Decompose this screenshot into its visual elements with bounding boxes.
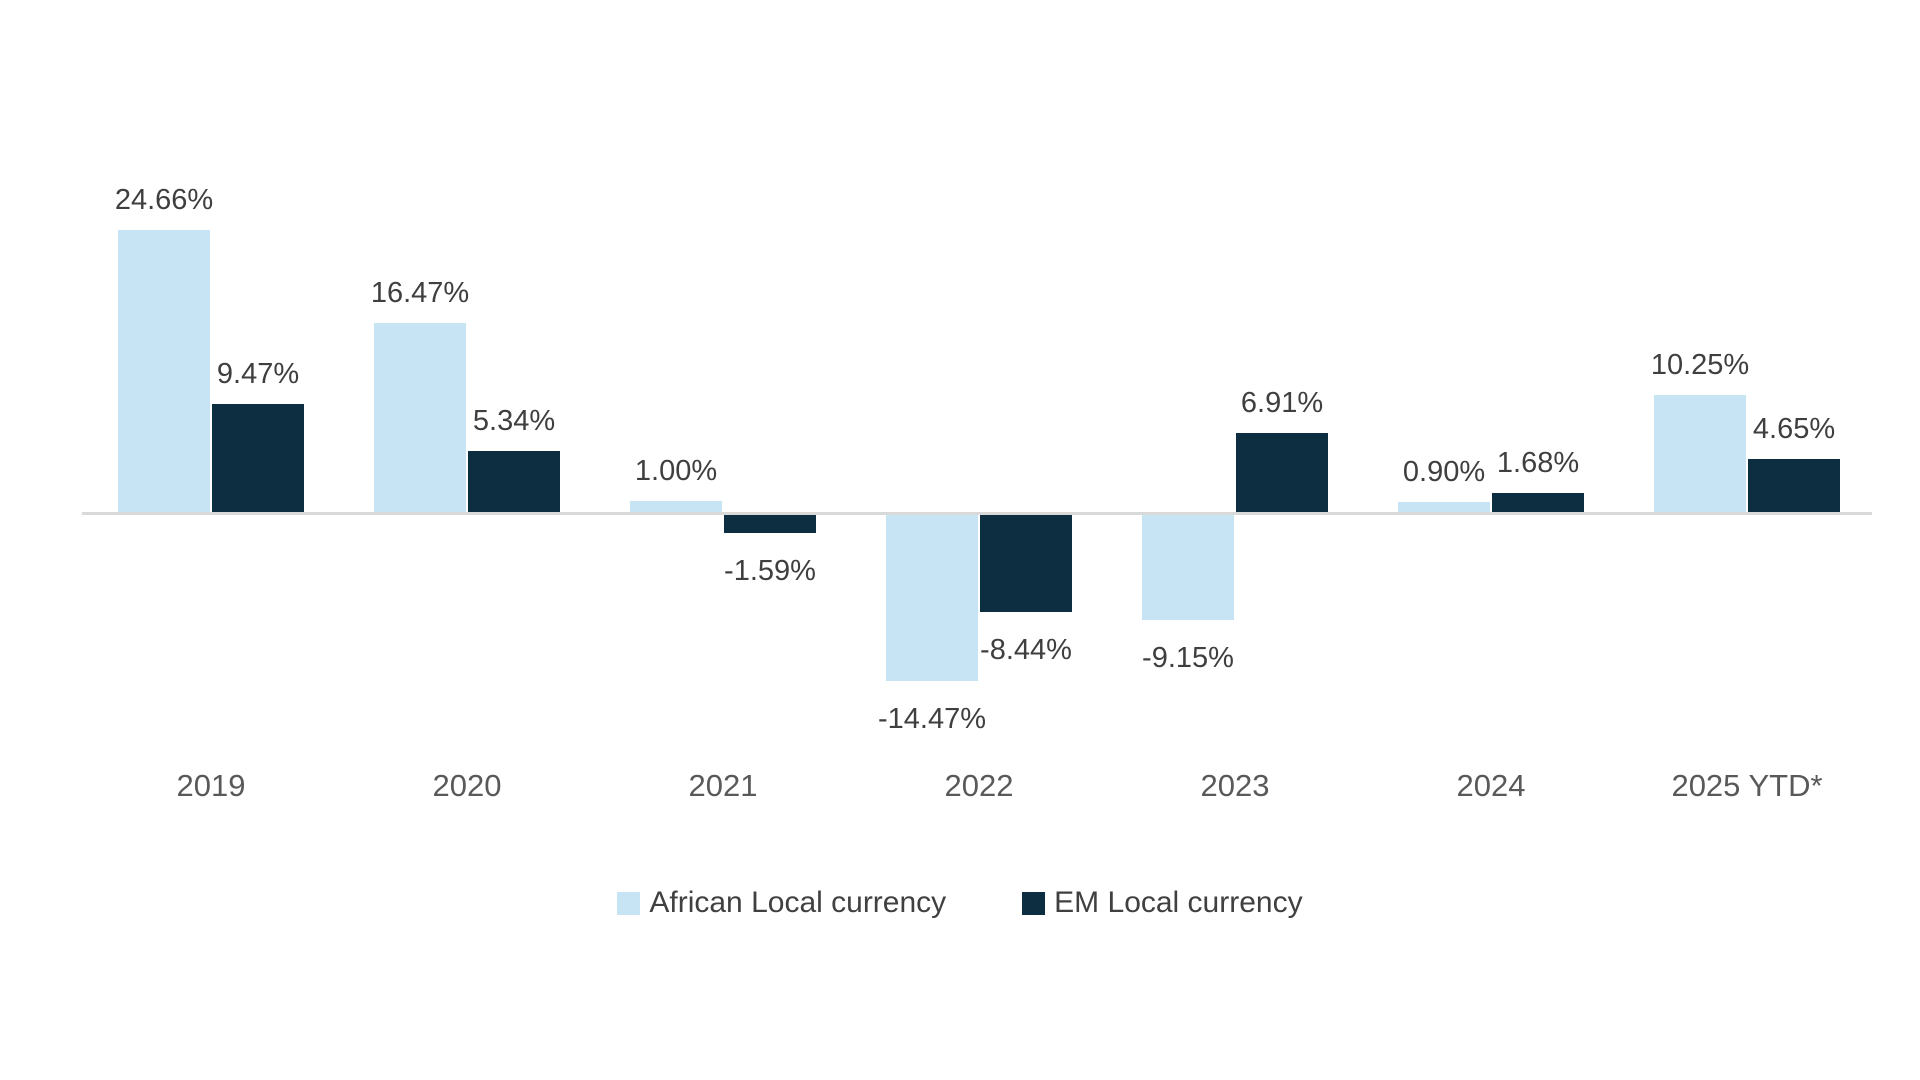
bar-em-local-currency-2023 (1236, 432, 1328, 512)
bar-em-local-currency-2024 (1492, 492, 1584, 512)
value-label-em-local-currency-2023: 6.91% (1240, 386, 1324, 419)
x-tick-label-2024: 2024 (1456, 768, 1526, 803)
value-label-african-local-currency-2021: 1.00% (634, 454, 718, 487)
value-label-em-local-currency-2021: -1.59% (724, 555, 816, 588)
value-label-african-local-currency-2020: 16.47% (370, 277, 470, 310)
legend-item-em-local-currency: EM Local currency (1022, 886, 1303, 920)
value-label-african-local-currency-2023: -9.15% (1142, 641, 1234, 674)
x-tick-label-2022: 2022 (944, 768, 1014, 803)
bar-em-local-currency-2021 (724, 515, 816, 534)
value-label-african-local-currency-2024: 0.90% (1402, 455, 1486, 488)
bar-african-local-currency-2023 (1142, 515, 1234, 620)
x-tick-label-2023: 2023 (1200, 768, 1270, 803)
value-label-em-local-currency-2024: 1.68% (1496, 446, 1580, 479)
bar-african-local-currency-2025-ytd (1654, 394, 1746, 512)
value-label-em-local-currency-2020: 5.34% (472, 404, 556, 437)
bar-em-local-currency-2022 (980, 515, 1072, 612)
legend-label-em-local-currency: EM Local currency (1054, 886, 1303, 919)
x-tick-label-2025-ytd: 2025 YTD* (1671, 768, 1823, 803)
bar-african-local-currency-2020 (374, 323, 466, 512)
legend-swatch-icon (617, 891, 641, 915)
legend-label-african-local-currency: African Local currency (649, 886, 947, 919)
value-label-em-local-currency-2025-ytd: 4.65% (1752, 412, 1836, 445)
bar-african-local-currency-2022 (886, 515, 978, 681)
bar-em-local-currency-2025-ytd (1748, 458, 1840, 512)
x-tick-label-2021: 2021 (688, 768, 758, 803)
bar-em-local-currency-2019 (212, 403, 304, 512)
bar-african-local-currency-2019 (118, 229, 210, 512)
bar-em-local-currency-2020 (468, 450, 560, 512)
value-label-em-local-currency-2019: 9.47% (216, 357, 300, 390)
bar-african-local-currency-2024 (1398, 501, 1490, 512)
legend-swatch-icon (1022, 891, 1046, 915)
legend: African Local currency EM Local currency (0, 886, 1920, 920)
x-tick-label-2019: 2019 (176, 768, 246, 803)
value-label-african-local-currency-2019: 24.66% (114, 183, 214, 216)
x-tick-label-2020: 2020 (432, 768, 502, 803)
value-label-african-local-currency-2022: -14.47% (877, 702, 987, 735)
bar-african-local-currency-2021 (630, 500, 722, 512)
value-label-em-local-currency-2022: -8.44% (980, 633, 1072, 666)
value-label-african-local-currency-2025-ytd: 10.25% (1650, 348, 1750, 381)
x-axis-line (82, 512, 1872, 515)
legend-item-african-local-currency: African Local currency (617, 886, 946, 920)
